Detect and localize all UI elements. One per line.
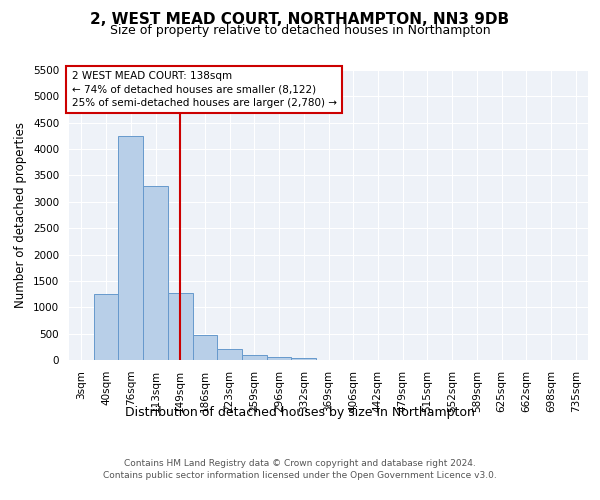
- Text: Contains HM Land Registry data © Crown copyright and database right 2024.: Contains HM Land Registry data © Crown c…: [124, 460, 476, 468]
- Bar: [292, 358, 316, 360]
- Y-axis label: Number of detached properties: Number of detached properties: [14, 122, 28, 308]
- Bar: [143, 186, 168, 360]
- Bar: [267, 357, 292, 360]
- Text: 2, WEST MEAD COURT, NORTHAMPTON, NN3 9DB: 2, WEST MEAD COURT, NORTHAMPTON, NN3 9DB: [91, 12, 509, 28]
- Bar: [118, 136, 143, 360]
- Bar: [193, 334, 217, 360]
- Text: Size of property relative to detached houses in Northampton: Size of property relative to detached ho…: [110, 24, 490, 37]
- Bar: [94, 294, 118, 360]
- Text: Distribution of detached houses by size in Northampton: Distribution of detached houses by size …: [125, 406, 475, 419]
- Bar: [242, 356, 267, 360]
- Text: 2 WEST MEAD COURT: 138sqm
← 74% of detached houses are smaller (8,122)
25% of se: 2 WEST MEAD COURT: 138sqm ← 74% of detac…: [71, 72, 337, 108]
- Bar: [217, 350, 242, 360]
- Text: Contains public sector information licensed under the Open Government Licence v3: Contains public sector information licen…: [103, 472, 497, 480]
- Bar: [168, 292, 193, 360]
